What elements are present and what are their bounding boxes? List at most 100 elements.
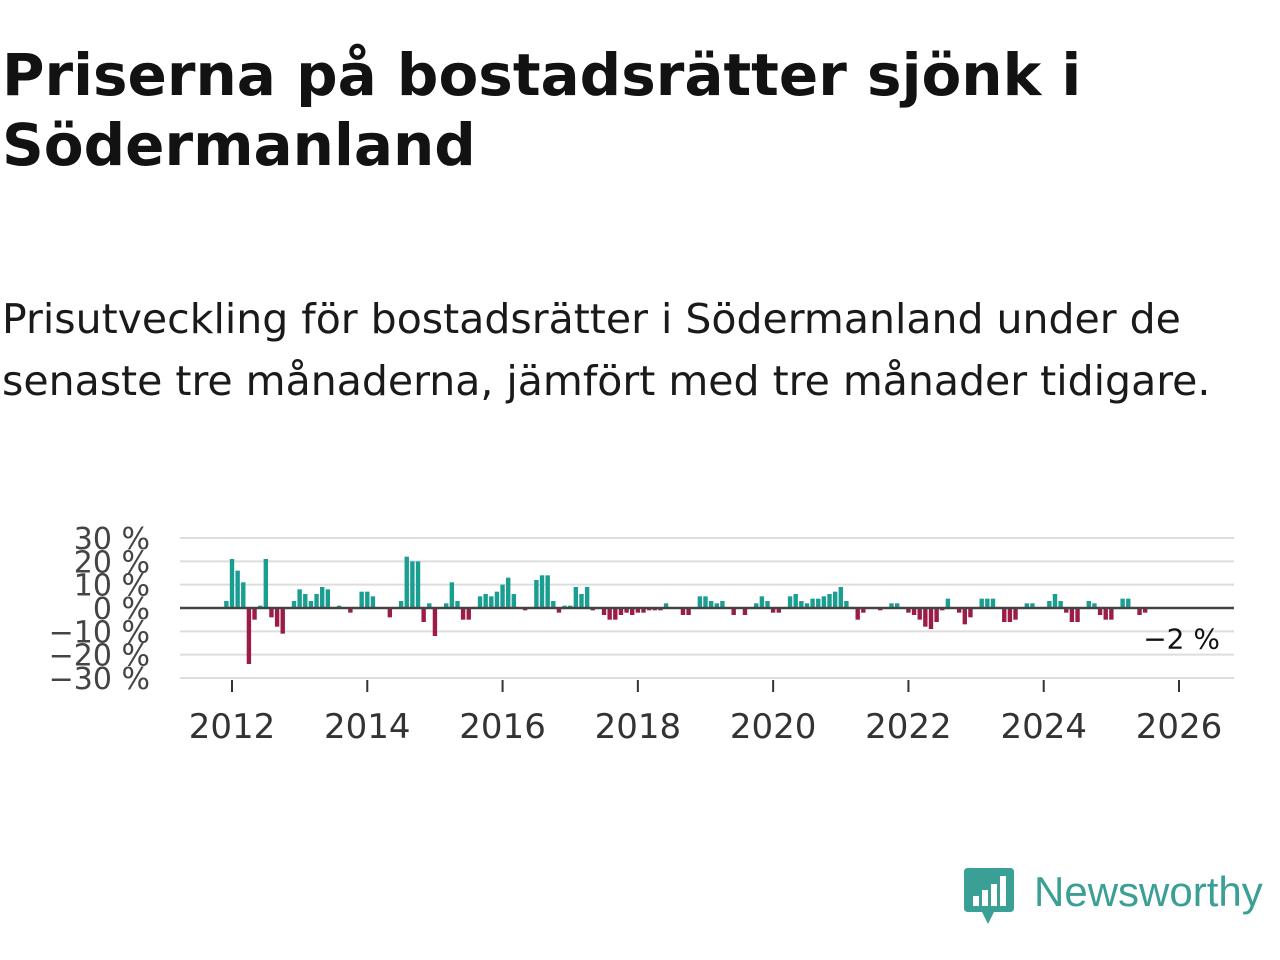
bar [506,577,511,608]
bar [1142,608,1148,613]
bar [584,587,590,608]
bar [703,596,708,608]
bar [838,587,843,608]
bar [720,601,725,608]
bar [624,608,629,613]
bar [979,598,984,608]
bar [246,608,252,664]
bar [1047,601,1052,608]
bar [793,594,798,608]
bar [601,608,607,615]
bar [404,556,409,608]
bar [511,594,517,608]
bar [731,608,736,615]
bar [827,594,832,608]
bar [1126,598,1131,608]
bar [308,601,314,608]
bar [855,608,860,620]
bar [832,591,838,608]
bar [545,575,550,608]
x-tick-label: 2022 [865,707,952,747]
bar [551,601,556,608]
x-tick-label: 2026 [1136,707,1223,747]
bar [686,608,691,615]
bar [765,601,770,608]
last-value-label: −2 % [1143,622,1220,655]
bar [635,608,641,613]
bar [489,596,494,608]
bar [804,603,810,608]
x-tick-label: 2012 [189,707,276,747]
bar [579,594,584,608]
bar [449,582,455,608]
y-tick-label: −30 % [49,662,150,697]
bars [224,556,1148,664]
bar [770,608,776,613]
x-tick-label: 2024 [1000,707,1087,747]
bar [613,608,618,620]
bar [1002,608,1007,622]
bar [224,601,229,608]
bar [229,559,235,608]
chart-subtitle: Prisutveckling för bostadsrätter i Söder… [2,295,1211,405]
bar [398,601,404,608]
bar [370,596,376,608]
bar [844,601,849,608]
y-axis: 30 %20 %10 %0 %−10 %−20 %−30 % [49,522,150,697]
bar [861,608,866,613]
bar [556,608,562,613]
y-tick-label: 20 % [74,545,150,580]
bar [359,591,364,608]
bar [252,608,257,620]
bar [607,608,612,620]
bar [787,596,793,608]
bar [956,608,962,613]
y-tick-label: −10 % [49,615,150,650]
bar [444,603,449,608]
bar [455,601,460,608]
bar [539,575,545,608]
bar [297,589,302,608]
bar [889,603,894,608]
newsworthy-logo: Newsworthy [964,866,1274,928]
bar [421,608,426,622]
bar [483,594,488,608]
bar [534,580,539,608]
bar [816,598,821,608]
bar [821,596,827,608]
bar [776,608,781,613]
bar [630,608,635,615]
gridlines [180,537,1234,679]
bar [303,594,308,608]
y-tick-label: 30 % [74,522,150,557]
bar [714,603,719,608]
bar [962,608,967,625]
bar [415,561,421,608]
bar [697,596,703,608]
bar [291,601,297,608]
bar [1097,608,1103,615]
bar [466,608,471,620]
bar [1024,603,1030,608]
page-title: Priserna på bostadsrätter sjönk i Söderm… [2,41,1082,179]
bar [241,582,246,608]
bar [1064,608,1069,613]
newsworthy-logo-icon [964,868,1014,924]
bar [325,589,331,608]
bar [1109,608,1114,620]
newsworthy-logo-text: Newsworthy [1034,868,1263,915]
x-tick-label: 2016 [459,707,546,747]
bar [708,601,714,608]
bar [235,570,240,608]
bar [641,608,646,613]
bar [269,608,274,618]
bar [1007,608,1013,622]
bar [432,608,438,636]
bar [754,603,759,608]
bar [618,608,624,615]
bar [945,598,951,608]
bar [387,608,393,618]
bar-chart: 30 %20 %10 %0 %−10 %−20 %−30 % 2012 2014 2… [49,522,1234,747]
x-tick-label: 2018 [595,707,682,747]
bar [314,594,319,608]
